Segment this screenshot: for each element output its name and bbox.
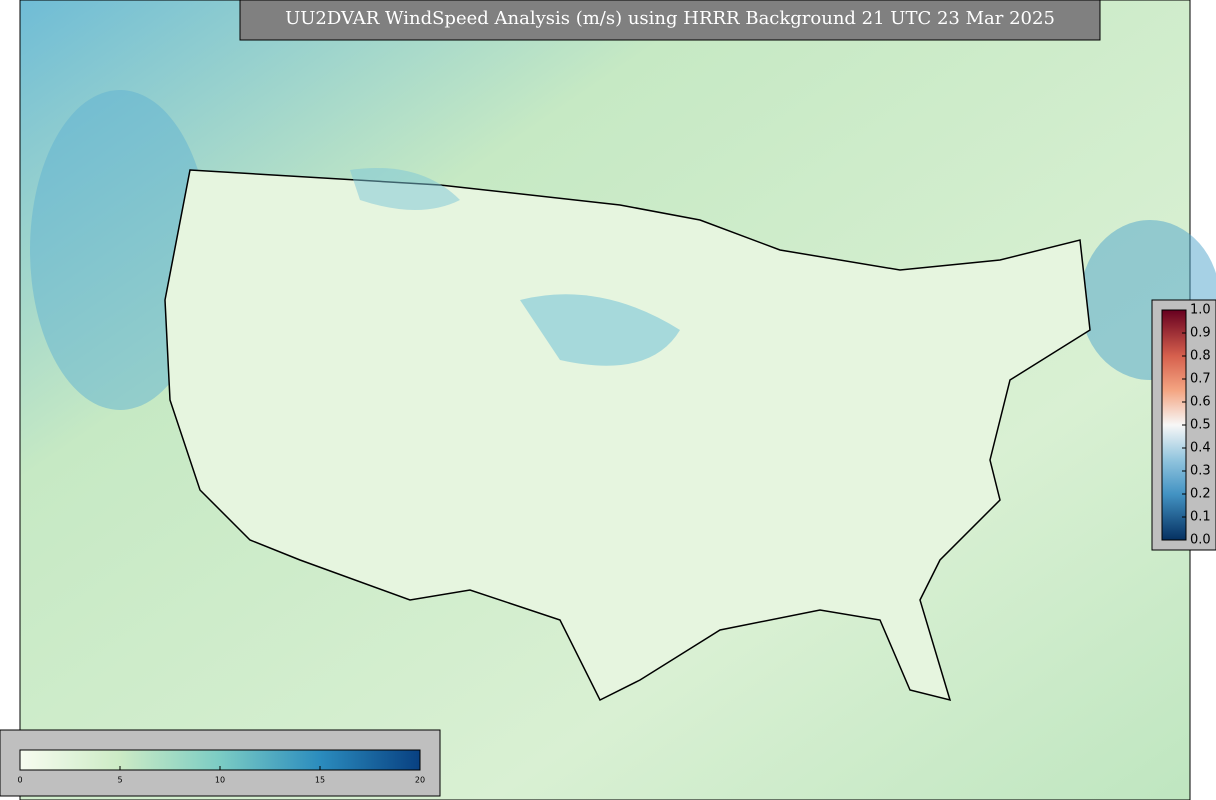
- tick-label: 0.1: [1190, 510, 1211, 525]
- wind-colorbar: [0, 729, 441, 797]
- wind-patch: [350, 168, 460, 210]
- map: [19, 0, 1216, 800]
- tick-label: 0.3: [1190, 464, 1211, 479]
- tick-label: 0.8: [1190, 349, 1211, 364]
- tick-label: 0.7: [1190, 372, 1211, 387]
- tick-label: 0: [17, 776, 22, 785]
- tick-label: 5: [117, 776, 122, 785]
- tick-label: 10: [215, 776, 225, 785]
- tick-label: 0.5: [1190, 418, 1211, 433]
- tick-label: 15: [315, 776, 325, 785]
- tick-label: 0.2: [1190, 487, 1211, 502]
- wind-patch: [520, 294, 680, 366]
- tick-label: 0.0: [1190, 533, 1211, 548]
- tick-label: 0.4: [1190, 441, 1211, 456]
- tick-label: 1.0: [1190, 303, 1211, 318]
- tick-label: 0.9: [1190, 326, 1211, 341]
- tick-label: 0.6: [1190, 395, 1211, 410]
- ocean-wind: [30, 90, 210, 410]
- title-box: [239, 0, 1101, 41]
- tick-label: 20: [415, 776, 425, 785]
- land-outline: [164, 169, 1091, 702]
- title: UU2DVAR WindSpeed Analysis (m/s) using H…: [285, 8, 1055, 29]
